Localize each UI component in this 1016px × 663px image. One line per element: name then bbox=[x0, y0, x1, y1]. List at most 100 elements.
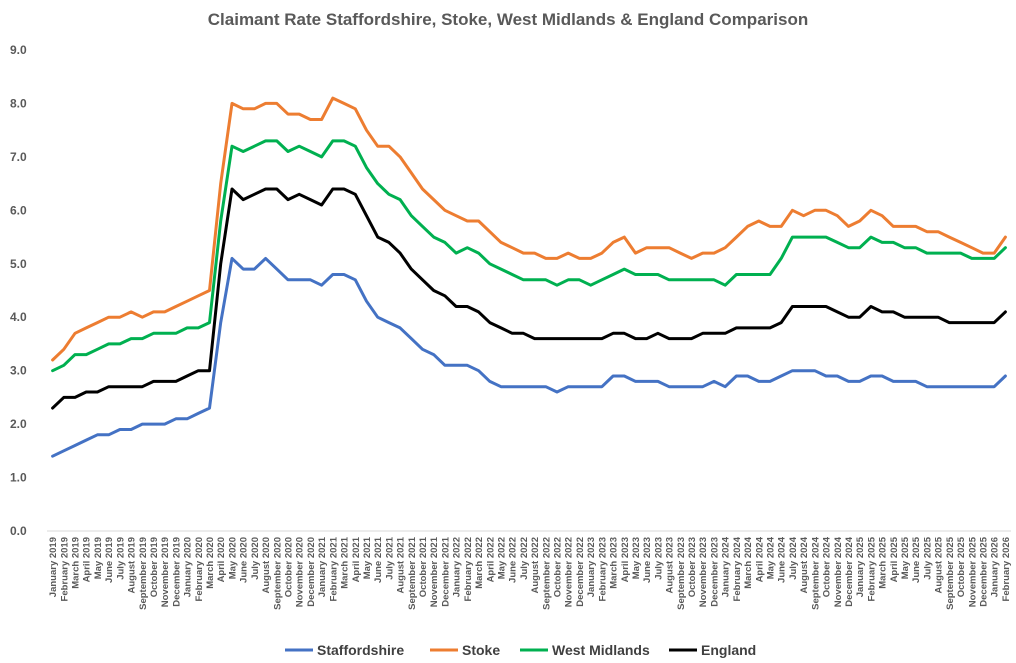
x-tick-label: December 2022 bbox=[575, 537, 586, 607]
x-tick-label: May 2020 bbox=[227, 537, 238, 579]
x-tick-label: July 2024 bbox=[788, 536, 799, 579]
y-tick-label: 0.0 bbox=[10, 524, 27, 538]
x-tick-label: February 2026 bbox=[1001, 537, 1012, 601]
x-tick-label: July 2020 bbox=[250, 537, 261, 580]
y-tick-label: 8.0 bbox=[10, 96, 27, 110]
y-tick-label: 2.0 bbox=[10, 417, 27, 431]
x-tick-label: March 2020 bbox=[205, 537, 216, 589]
x-tick-label: February 2019 bbox=[59, 537, 70, 601]
series-line-england bbox=[51, 187, 1007, 410]
x-tick-label: August 2024 bbox=[799, 536, 810, 593]
x-tick-label: September 2023 bbox=[676, 537, 687, 610]
y-tick-label: 9.0 bbox=[10, 43, 27, 57]
series-group bbox=[51, 96, 1007, 458]
legend: Staffordshire Stoke West Midlands England bbox=[285, 642, 756, 658]
x-tick-label: July 2025 bbox=[922, 536, 933, 579]
x-tick-label: October 2021 bbox=[418, 536, 429, 597]
x-tick-label: January 2026 bbox=[990, 537, 1001, 597]
x-tick-label: June 2021 bbox=[373, 536, 384, 583]
x-tick-label: December 2020 bbox=[306, 537, 317, 607]
x-tick-label: April 2024 bbox=[754, 536, 765, 582]
x-tick-label: August 2021 bbox=[396, 536, 407, 593]
x-tick-label: February 2020 bbox=[194, 537, 205, 601]
x-tick-label: June 2023 bbox=[642, 537, 653, 583]
legend-label: Staffordshire bbox=[317, 642, 404, 658]
x-tick-label: February 2022 bbox=[463, 537, 474, 601]
x-tick-label: October 2025 bbox=[956, 536, 967, 597]
series-line-stoke bbox=[51, 96, 1007, 362]
x-tick-label: January 2024 bbox=[721, 536, 732, 597]
x-tick-label: May 2023 bbox=[631, 537, 642, 579]
x-tick-label: June 2019 bbox=[104, 537, 115, 583]
x-tick-label: March 2021 bbox=[340, 536, 351, 588]
x-tick-label: March 2019 bbox=[71, 537, 82, 589]
x-tick-label: October 2023 bbox=[687, 537, 698, 597]
x-tick-label: September 2022 bbox=[541, 537, 552, 610]
y-axis: 0.0 1.0 2.0 3.0 4.0 5.0 6.0 7.0 8.0 9.0 bbox=[10, 43, 27, 538]
x-tick-label: August 2025 bbox=[934, 536, 945, 593]
legend-label: England bbox=[701, 642, 756, 658]
x-tick-label: September 2024 bbox=[810, 536, 821, 610]
x-tick-label: January 2021 bbox=[317, 536, 328, 597]
x-tick-label: July 2023 bbox=[653, 537, 664, 580]
x-tick-label: October 2019 bbox=[149, 537, 160, 597]
x-tick-label: November 2020 bbox=[295, 537, 306, 607]
y-tick-label: 5.0 bbox=[10, 257, 27, 271]
x-tick-label: February 2025 bbox=[866, 536, 877, 601]
x-tick-label: April 2023 bbox=[620, 537, 631, 582]
legend-label: West Midlands bbox=[552, 642, 650, 658]
x-tick-label: April 2021 bbox=[351, 536, 362, 582]
x-tick-label: May 2021 bbox=[362, 536, 373, 579]
x-tick-label: March 2023 bbox=[609, 537, 620, 589]
x-tick-label: December 2025 bbox=[978, 536, 989, 606]
x-tick-label: February 2021 bbox=[328, 536, 339, 601]
legend-label: Stoke bbox=[462, 642, 500, 658]
x-tick-label: April 2025 bbox=[889, 536, 900, 582]
x-tick-label: February 2024 bbox=[732, 536, 743, 601]
chart-title: Claimant Rate Staffordshire, Stoke, West… bbox=[208, 10, 808, 29]
x-tick-label: May 2022 bbox=[496, 537, 507, 579]
x-tick-label: June 2022 bbox=[508, 537, 519, 583]
x-tick-label: September 2021 bbox=[407, 536, 418, 610]
y-tick-label: 3.0 bbox=[10, 364, 27, 378]
x-tick-label: January 2025 bbox=[855, 536, 866, 597]
x-tick-label: May 2024 bbox=[766, 536, 777, 579]
x-tick-label: January 2022 bbox=[452, 537, 463, 597]
x-tick-label: January 2019 bbox=[48, 537, 59, 597]
x-tick-label: November 2021 bbox=[429, 536, 440, 607]
x-tick-label: December 2024 bbox=[844, 536, 855, 606]
x-tick-label: August 2022 bbox=[530, 537, 541, 594]
x-tick-label: August 2023 bbox=[665, 537, 676, 594]
x-tick-label: July 2021 bbox=[384, 536, 395, 579]
x-tick-label: January 2023 bbox=[586, 537, 597, 597]
x-tick-label: September 2019 bbox=[138, 537, 149, 610]
x-tick-label: May 2019 bbox=[93, 537, 104, 579]
x-tick-label: October 2022 bbox=[553, 537, 564, 597]
x-tick-label: June 2020 bbox=[239, 537, 250, 583]
x-tick-label: April 2022 bbox=[485, 537, 496, 582]
x-tick-label: July 2019 bbox=[115, 537, 126, 580]
x-tick-label: November 2025 bbox=[967, 536, 978, 607]
x-tick-label: June 2025 bbox=[911, 536, 922, 583]
series-line-west-midlands bbox=[51, 139, 1007, 373]
x-tick-label: April 2019 bbox=[82, 537, 93, 582]
x-tick-label: January 2020 bbox=[183, 537, 194, 597]
x-tick-label: September 2020 bbox=[272, 537, 283, 610]
x-tick-label: November 2024 bbox=[833, 536, 844, 607]
x-tick-label: August 2019 bbox=[127, 537, 138, 594]
x-tick-label: December 2021 bbox=[440, 536, 451, 606]
x-tick-label: September 2025 bbox=[945, 536, 956, 610]
x-axis: January 2019 February 2019 March 2019 April… bbox=[48, 536, 1012, 610]
y-tick-label: 1.0 bbox=[10, 471, 27, 485]
x-tick-label: October 2020 bbox=[284, 537, 295, 597]
y-tick-label: 7.0 bbox=[10, 150, 27, 164]
x-tick-label: December 2023 bbox=[709, 537, 720, 607]
x-tick-label: March 2025 bbox=[878, 536, 889, 588]
series-line-staffordshire bbox=[51, 256, 1007, 458]
x-tick-label: March 2024 bbox=[743, 536, 754, 588]
x-tick-label: December 2019 bbox=[171, 537, 182, 607]
y-tick-label: 4.0 bbox=[10, 310, 27, 324]
x-tick-label: November 2023 bbox=[698, 537, 709, 607]
x-tick-label: August 2020 bbox=[261, 537, 272, 594]
x-tick-label: June 2024 bbox=[777, 536, 788, 583]
